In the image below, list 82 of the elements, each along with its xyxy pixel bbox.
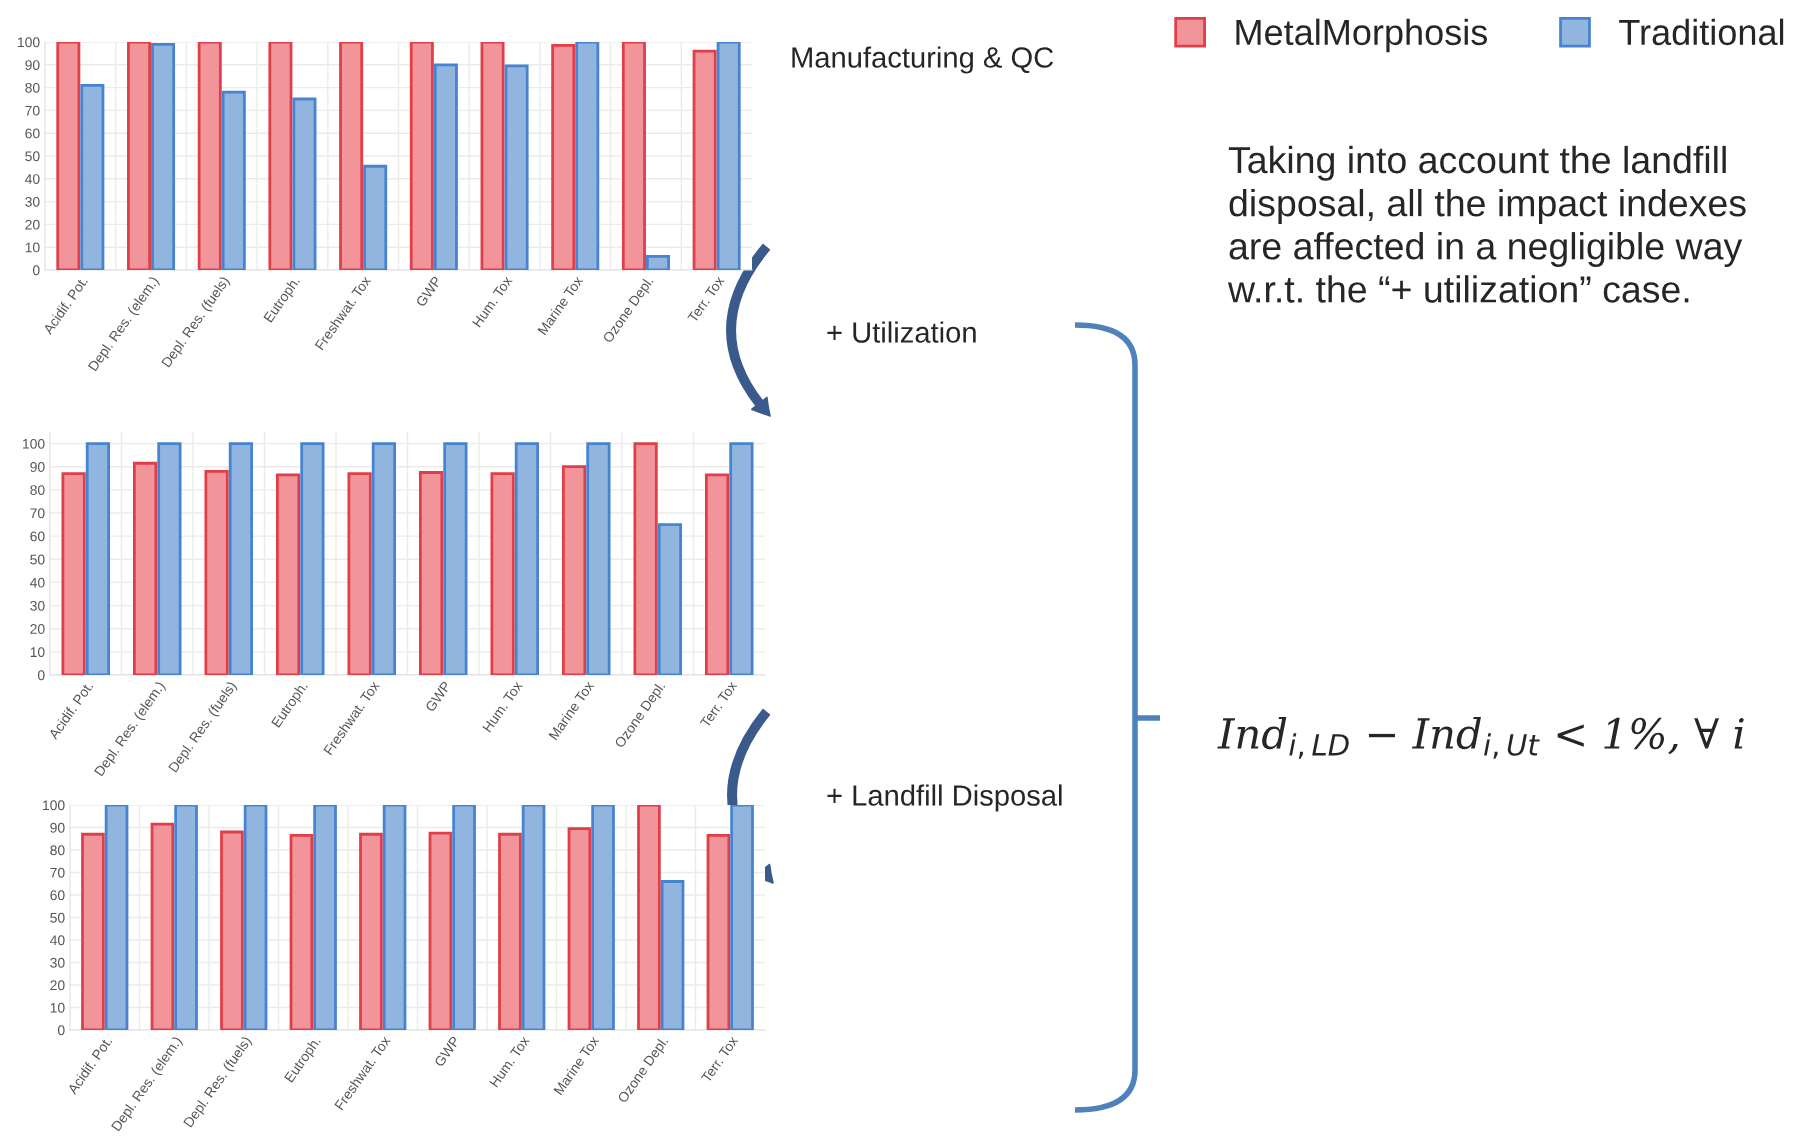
bar <box>692 49 717 270</box>
bar <box>586 442 611 675</box>
bar <box>151 42 176 270</box>
y-tick-label: 50 <box>30 554 45 565</box>
bar <box>418 471 444 675</box>
bar <box>433 63 458 270</box>
bar <box>56 42 81 270</box>
bar <box>347 472 372 675</box>
y-tick-label: 0 <box>37 670 45 681</box>
y-tick-label: 90 <box>25 60 40 70</box>
text: + Landfill Disposal <box>827 784 1062 812</box>
x-tick-label: Terr. Tox <box>699 680 738 729</box>
y-tick-label: 0 <box>57 1025 65 1036</box>
y-tick-label: 10 <box>50 1002 65 1013</box>
bar <box>228 442 254 675</box>
y-tick-label: 10 <box>30 647 45 658</box>
bar <box>657 523 683 675</box>
y-tick-label: 30 <box>50 957 65 968</box>
bar <box>561 465 587 675</box>
y-tick-label: 100 <box>43 800 65 811</box>
y-tick-label: 70 <box>25 105 40 116</box>
bar <box>645 254 670 270</box>
x-tick-label: Terr. Tox <box>687 275 725 324</box>
y-tick-label: 90 <box>30 462 45 472</box>
y-tick-label: 30 <box>30 600 45 611</box>
bar <box>61 472 86 675</box>
bar <box>80 83 105 270</box>
y-tick-label: 20 <box>25 219 40 230</box>
y-tick-label: 80 <box>50 845 65 856</box>
y-tick-label: 100 <box>23 438 45 449</box>
legend-label: Traditional <box>1619 18 1784 46</box>
bar <box>197 42 222 270</box>
y-tick-label: 60 <box>30 531 45 542</box>
y-tick-label: 60 <box>50 890 65 901</box>
bar <box>268 42 293 270</box>
y-tick-label: 80 <box>30 485 45 496</box>
bar <box>300 442 325 675</box>
bar <box>443 442 468 675</box>
legend-label: MetalMorphosis <box>1236 18 1488 53</box>
bar <box>371 442 397 675</box>
text: Taking into account the landfill disposal, all the impact indexes are affected in a negligible way w.r.t. the “+ utilization” case. <box>1227 145 1746 303</box>
bar <box>132 461 158 675</box>
y-tick-label: 40 <box>50 935 65 946</box>
y-tick-label: 30 <box>25 196 40 207</box>
bar <box>575 42 600 270</box>
bar <box>85 442 111 675</box>
y-tick-label: 50 <box>25 151 40 162</box>
bar <box>504 64 529 270</box>
y-tick-label: 40 <box>30 577 45 588</box>
bar <box>480 42 505 270</box>
bar <box>621 42 646 270</box>
bar <box>490 472 515 675</box>
y-tick-label: 20 <box>30 624 45 634</box>
bar <box>127 42 152 270</box>
y-tick-label: 40 <box>25 174 40 184</box>
bar <box>409 42 434 270</box>
y-tick-label: 60 <box>25 128 40 139</box>
x-tick-label: Terr. Tox <box>700 1035 739 1084</box>
bar <box>633 442 658 675</box>
text: Manufacturing & QC <box>792 46 1054 74</box>
y-tick-label: 70 <box>50 867 65 878</box>
text: + Utilization <box>827 321 976 343</box>
bar <box>204 469 229 675</box>
bar <box>551 44 576 270</box>
y-tick-label: 10 <box>25 242 40 253</box>
bar <box>292 97 317 270</box>
bar <box>339 42 364 270</box>
y-tick-label: 20 <box>50 980 65 991</box>
bar <box>704 473 730 675</box>
y-tick-label: 0 <box>32 265 40 276</box>
bar <box>514 442 540 675</box>
bar <box>275 473 301 675</box>
y-tick-label: 100 <box>18 37 40 48</box>
y-tick-label: 70 <box>30 508 45 519</box>
text: Ind$_{i,LD}$ − Ind$_{i,Ut}$ < 1%, ∀ i <box>1217 716 1744 759</box>
bar <box>363 164 388 270</box>
bar <box>221 90 246 270</box>
bar <box>157 442 182 675</box>
y-tick-label: 80 <box>25 82 40 93</box>
bar <box>729 442 754 675</box>
y-tick-label: 90 <box>50 822 65 833</box>
y-tick-label: 50 <box>50 912 65 923</box>
